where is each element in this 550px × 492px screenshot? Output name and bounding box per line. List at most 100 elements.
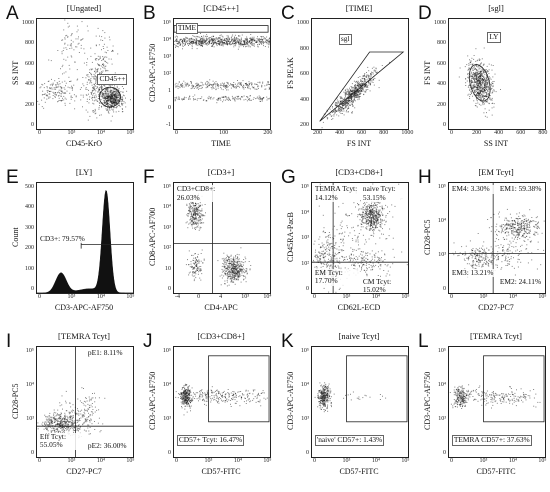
panel-letter: D (418, 3, 432, 24)
plot-area: TIME (173, 18, 271, 130)
y-tick-label: 600 (300, 71, 309, 77)
y-tick-label: 10⁴ (300, 209, 309, 216)
plot-area: 'naive' CD57+: 1.43% (311, 346, 409, 458)
x-tick-label: 10³ (479, 458, 488, 464)
y-tick-label: 0 (306, 450, 309, 456)
y-tick-label: 400 (25, 204, 34, 211)
plot-canvas (449, 355, 545, 423)
x-tick-label: 10⁵ (401, 458, 410, 464)
panel-c: C [TIME] sgl 200 400 600 800 1000 200 400 600 800 10… (275, 0, 413, 164)
x-tick-label: 10³ (479, 294, 488, 300)
plot-area: EM4: 3.30% EM1: 59.38% EM3: 13.21% EM2: 24.… (448, 182, 546, 294)
y-tick-label: 0 (443, 122, 446, 128)
x-tick-label: 10⁵ (538, 294, 547, 300)
y-tick-label: 10⁵ (437, 348, 446, 354)
quadrant-label: naive Tcyt: 53.15% (361, 184, 408, 203)
y-tick-label: 10³ (163, 54, 171, 60)
panel-title: [TIME] (345, 3, 373, 13)
panel-letter: C (281, 3, 295, 24)
gate-label: CD57+ Tcyt: 16.47% (176, 435, 245, 446)
panel-h: H [EM Tcyt] EM4: 3.30% EM1: 59.38% EM3: 13.2… (412, 164, 549, 328)
plot-canvas (175, 355, 270, 423)
y-tick-label: 10⁵ (300, 184, 309, 190)
gate-label: LY (487, 32, 501, 43)
x-tick-label: 0 (175, 130, 178, 136)
panel-d: D [sgl] LY 0 200 400 600 800 0 200 400 600 800 1000 SS… (412, 0, 549, 164)
y-tick-label: 10⁵ (437, 184, 446, 190)
x-tick-label: 10⁴ (96, 294, 105, 300)
panel-k: K [naive Tcyt] 'naive' CD57+: 1.43% 0 10³ 10⁴… (275, 328, 412, 492)
y-axis-label: FS PEAK (286, 57, 295, 89)
plot-area: LY (448, 18, 546, 130)
x-tick-label: 0 (450, 458, 453, 464)
panel-letter: E (6, 167, 19, 188)
gate-polygon (319, 51, 405, 122)
panel-b: B [CD45++] TIME 0 100 200 -1 0 1 10² 10³ 10⁴ 10⁵ TIME… (137, 0, 274, 164)
y-tick-label: 1000 (434, 20, 446, 26)
x-tick-label: -4 (175, 294, 180, 300)
plot-area: TEMRA Tcyt: 14.12% naive Tcyt: 53.15% EM T… (311, 182, 409, 294)
quadrant-label: EM Tcyt: 17.70% (313, 268, 360, 286)
x-tick-label: 10⁴ (371, 294, 380, 300)
x-tick-label: 10³ (67, 458, 76, 464)
gate-ellipse (468, 64, 491, 102)
quadrant-label: CD3+CD8+: 26.03% (175, 184, 222, 203)
y-tick-label: 1 (168, 88, 171, 94)
panel-title: [CD45++] (203, 3, 239, 13)
y-tick-label: 10³ (163, 416, 171, 422)
panel-e: E [LY] CD3+: 79.57% 0 10³ 10⁴ 10⁵ 0 100 200 300 400… (0, 164, 137, 328)
y-tick-label: 200 (25, 101, 34, 108)
y-tick-label: 0 (168, 286, 171, 292)
y-tick-label: 200 (437, 101, 446, 108)
x-tick-label: 10³ (342, 458, 351, 464)
panel-title: [TEMRA Tcyt] (58, 331, 110, 341)
y-axis-label: Count (11, 227, 20, 247)
y-tick-label: 0 (31, 450, 34, 456)
panel-title: [CD3+CD8+] (335, 167, 383, 177)
y-axis-label: CD3-APC-AF750 (423, 371, 432, 431)
panel-title: [CD3+CD8+] (197, 331, 245, 341)
x-tick-label: 10³ (67, 294, 76, 300)
panel-a: A [Ungated] CD45++ 0 10³ 10⁴ 10⁵ 0 200 400 600 800 1… (0, 0, 137, 164)
x-tick-label: 400 (335, 130, 345, 136)
x-tick-label: 10⁵ (126, 458, 135, 464)
y-tick-label: 0 (168, 450, 171, 456)
y-tick-label: 0 (168, 105, 171, 111)
y-tick-label: 1000 (22, 20, 34, 26)
plot-canvas (174, 183, 270, 293)
quadrant-label: EM3: 13.21% (450, 268, 497, 278)
x-tick-label: 0 (38, 294, 41, 300)
x-axis-label: CD4-APC (204, 303, 238, 312)
x-tick-label: 10⁴ (508, 294, 517, 300)
plot-area: CD57+ Tcyt: 16.47% (173, 346, 271, 458)
x-tick-label: 800 (379, 130, 389, 136)
y-axis-label: CD28-PC5 (11, 383, 20, 419)
y-tick-label: 10⁵ (300, 348, 309, 354)
y-tick-label: 10⁴ (300, 382, 309, 388)
x-axis-label: CD27-PC7 (478, 303, 514, 312)
y-tick-label: 10⁴ (162, 37, 171, 43)
gate-ellipse (98, 86, 121, 108)
y-tick-label: 0 (31, 122, 34, 128)
y-tick-label: 600 (25, 60, 34, 67)
y-axis-label: CD45RA-PacB (286, 212, 295, 262)
plot-canvas (174, 25, 270, 104)
plot-area: TEMRA CD57+: 37.63% (448, 346, 546, 458)
y-tick-label: 10³ (301, 416, 309, 422)
y-tick-label: 600 (437, 60, 446, 67)
y-axis-label: SS INT (11, 60, 20, 86)
event-dots (458, 47, 501, 118)
y-tick-label: 10⁵ (162, 348, 171, 354)
x-tick-label: 0 (450, 294, 453, 300)
event-dots (185, 193, 252, 287)
panel-letter: I (6, 331, 12, 352)
y-tick-label: 10³ (438, 416, 446, 422)
y-tick-label: 10² (301, 260, 309, 267)
x-tick-label: 0 (38, 130, 41, 136)
y-tick-label: 1000 (297, 20, 309, 26)
panel-title: [EM Tcyt] (478, 167, 514, 177)
event-dots (452, 208, 545, 278)
x-tick-label: 100 (219, 130, 229, 136)
x-tick-label: 10⁵ (126, 294, 135, 300)
y-tick-label: 10² (163, 71, 171, 77)
